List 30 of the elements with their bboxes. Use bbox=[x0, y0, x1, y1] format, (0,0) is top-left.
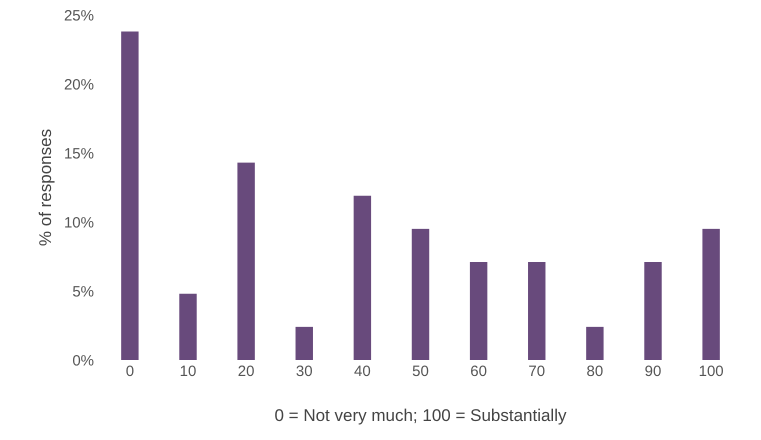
x-tick-label: 0 bbox=[126, 363, 134, 380]
bar bbox=[237, 162, 255, 360]
x-tick-label: 70 bbox=[528, 363, 546, 380]
bar bbox=[121, 32, 139, 360]
bar bbox=[412, 228, 430, 360]
bar bbox=[586, 326, 604, 360]
x-tick-label: 90 bbox=[644, 363, 662, 380]
x-tick-label: 60 bbox=[470, 363, 487, 380]
bar bbox=[179, 294, 197, 360]
bar bbox=[470, 262, 488, 360]
x-tick-label: 20 bbox=[238, 363, 254, 380]
bar bbox=[644, 262, 662, 360]
x-tick-label: 50 bbox=[412, 363, 429, 380]
y-tick-label: 15% bbox=[64, 145, 94, 162]
x-tick-label: 100 bbox=[698, 363, 724, 380]
bar bbox=[528, 262, 546, 360]
bar bbox=[296, 326, 313, 360]
x-tick-label: 30 bbox=[296, 363, 313, 380]
x-tick-label: 10 bbox=[180, 363, 196, 380]
x-tick-label: 40 bbox=[354, 363, 371, 380]
x-tick-label: 80 bbox=[586, 363, 604, 380]
y-tick-label: 25% bbox=[64, 7, 94, 24]
bar bbox=[702, 228, 720, 360]
bar bbox=[354, 196, 372, 360]
y-tick-label: 5% bbox=[72, 283, 94, 300]
y-tick-label: 10% bbox=[64, 214, 94, 232]
y-tick-label: 20% bbox=[64, 76, 94, 94]
x-axis-title: 0 = Not very much; 100 = Substantially bbox=[274, 406, 567, 425]
y-tick-label: 0% bbox=[72, 352, 94, 370]
y-axis-title: % of responses bbox=[36, 128, 55, 246]
